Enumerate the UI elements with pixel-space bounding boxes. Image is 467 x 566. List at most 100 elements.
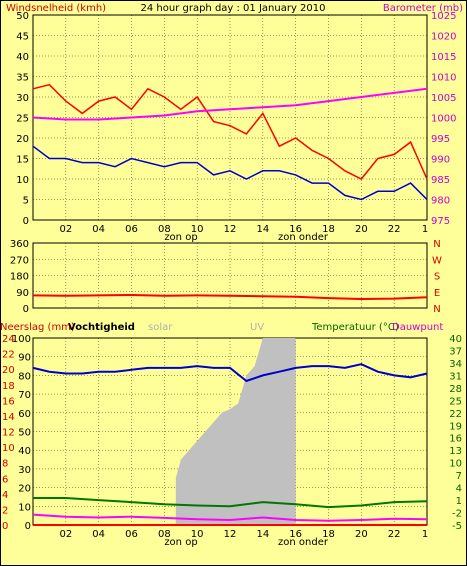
y-tick-label-right: 990 [431, 155, 450, 166]
dewpoint-axis-label: Dauwpunt [392, 322, 443, 333]
x-tick-label: 12 [224, 529, 237, 540]
y-tick-label: 0 [23, 304, 29, 315]
y-tick-label-right: 22 [449, 409, 462, 420]
x-tick-label: 06 [125, 224, 138, 235]
x-tick-label: 22 [388, 224, 401, 235]
y-tick-label: 360 [10, 239, 29, 250]
y-tick-label-right: 1015 [431, 52, 456, 63]
y-tick-label: 10 [16, 175, 29, 186]
rain-tick-label: 22 [2, 350, 15, 361]
y-tick-label: 20 [16, 134, 29, 145]
y-tick-label-right: 1025 [431, 11, 456, 22]
x-tick-label: 18 [322, 529, 335, 540]
sunset-label: zon onder [278, 232, 329, 243]
sunset-label-bottom: zon onder [278, 537, 329, 548]
rain-tick-label: 18 [2, 381, 15, 392]
y-tick-label-right: 40 [449, 334, 462, 345]
x-tick-label: 20 [355, 224, 368, 235]
direction-series [32, 293, 428, 301]
y-tick-label-right: 25 [449, 396, 462, 407]
x-tick-label: 1 [422, 224, 428, 235]
wind-line [32, 145, 428, 201]
wind-series [32, 83, 428, 201]
x-tick-label: 10 [191, 529, 204, 540]
temperature-line [33, 497, 428, 509]
x-tick-label: 1 [422, 529, 428, 540]
x-tick-label: 02 [59, 224, 72, 235]
y-tick-label-right: 1000 [431, 114, 456, 125]
x-tick-label: 08 [158, 224, 171, 235]
x-tick-label: 18 [322, 224, 335, 235]
x-tick-label: 14 [256, 529, 269, 540]
rain-tick-label: 14 [2, 412, 15, 423]
y-tick-label: 180 [10, 272, 29, 283]
y-tick-label: 80 [18, 371, 31, 382]
x-tick-label: 04 [92, 224, 105, 235]
y-tick-label: 50 [18, 428, 31, 439]
y-tick-label: 40 [18, 446, 31, 457]
x-tick-label: 04 [92, 529, 105, 540]
y-tick-label-right: 1020 [431, 32, 456, 43]
y-tick-label: 270 [10, 255, 29, 266]
x-tick-label: 16 [289, 529, 302, 540]
y-tick-label-right: 10 [449, 459, 462, 470]
y-tick-label-right: 995 [431, 134, 450, 145]
y-tick-label: 5 [23, 196, 29, 207]
wind-axis-label: Windsnelheid (kmh) [6, 3, 106, 14]
y-tick-label: 70 [18, 390, 31, 401]
direction-line [32, 293, 428, 301]
rain-axis-label: Neerslag (mm) [0, 322, 75, 333]
temperature-axis-label: Temperatuur (°C) [311, 322, 399, 333]
y-tick-label-right: 980 [431, 196, 450, 207]
compass-label: E [434, 288, 440, 299]
rain-tick-label: 2 [2, 505, 8, 516]
y-tick-label-right: 1005 [431, 93, 456, 104]
x-tick-label: 20 [355, 529, 368, 540]
y-tick-label-right: 16 [449, 434, 462, 445]
climate-x-ticks: 02 04 06 08 10 12 14 16 18 20 22 1 [59, 529, 428, 540]
y-tick-label-right: 1010 [431, 73, 456, 84]
dewpoint-line [32, 513, 428, 522]
wind-x-ticks: 02 04 06 08 10 12 14 16 18 20 22 1 [59, 224, 428, 235]
y-tick-label: 0 [23, 216, 29, 227]
sunrise-label-bottom: zon op [164, 537, 197, 548]
x-tick-label: 16 [289, 224, 302, 235]
y-tick-label: 50 [16, 11, 29, 22]
y-tick-label: 35 [16, 73, 29, 84]
x-tick-label: 08 [158, 529, 171, 540]
y-tick-label: 10 [18, 502, 31, 513]
y-tick-label-right: 985 [431, 175, 450, 186]
barometer-y-ticks: 975 980 985 990 995 1000 1005 1010 1015 1020 1025 [431, 11, 456, 227]
y-tick-label: 20 [18, 484, 31, 495]
rain-tick-label: 16 [2, 396, 15, 407]
y-tick-label-right: 37 [449, 346, 462, 357]
y-tick-label-right: 31 [449, 371, 462, 382]
y-tick-label: 90 [18, 353, 31, 364]
humidity-axis-label: Vochtigheid [68, 322, 135, 333]
y-tick-label-right: 1 [456, 496, 462, 507]
y-tick-label-right: 975 [431, 216, 450, 227]
barometer-line [32, 87, 428, 121]
x-tick-label: 10 [191, 224, 204, 235]
humidity-line [32, 363, 428, 383]
rain-tick-label: 10 [2, 443, 15, 454]
compass-label: S [434, 272, 440, 283]
y-tick-label: 90 [16, 288, 29, 299]
y-tick-label: 30 [16, 93, 29, 104]
y-tick-label: 25 [16, 114, 29, 125]
sunrise-label: zon op [164, 232, 197, 243]
x-tick-label: 06 [125, 529, 138, 540]
rain-tick-label: 0 [2, 521, 8, 532]
compass-label: W [432, 255, 442, 266]
x-tick-label: 12 [224, 224, 237, 235]
wind-y-ticks: 0 5 10 15 20 25 30 35 40 45 50 [16, 11, 29, 227]
rain-tick-label: 20 [2, 365, 15, 376]
y-tick-label: 15 [16, 155, 29, 166]
uv-axis-label: UV [250, 322, 264, 333]
x-tick-label: 02 [59, 529, 72, 540]
rain-tick-label: 12 [2, 428, 15, 439]
y-tick-label-right: 28 [449, 384, 462, 395]
x-tick-label: 22 [388, 529, 401, 540]
